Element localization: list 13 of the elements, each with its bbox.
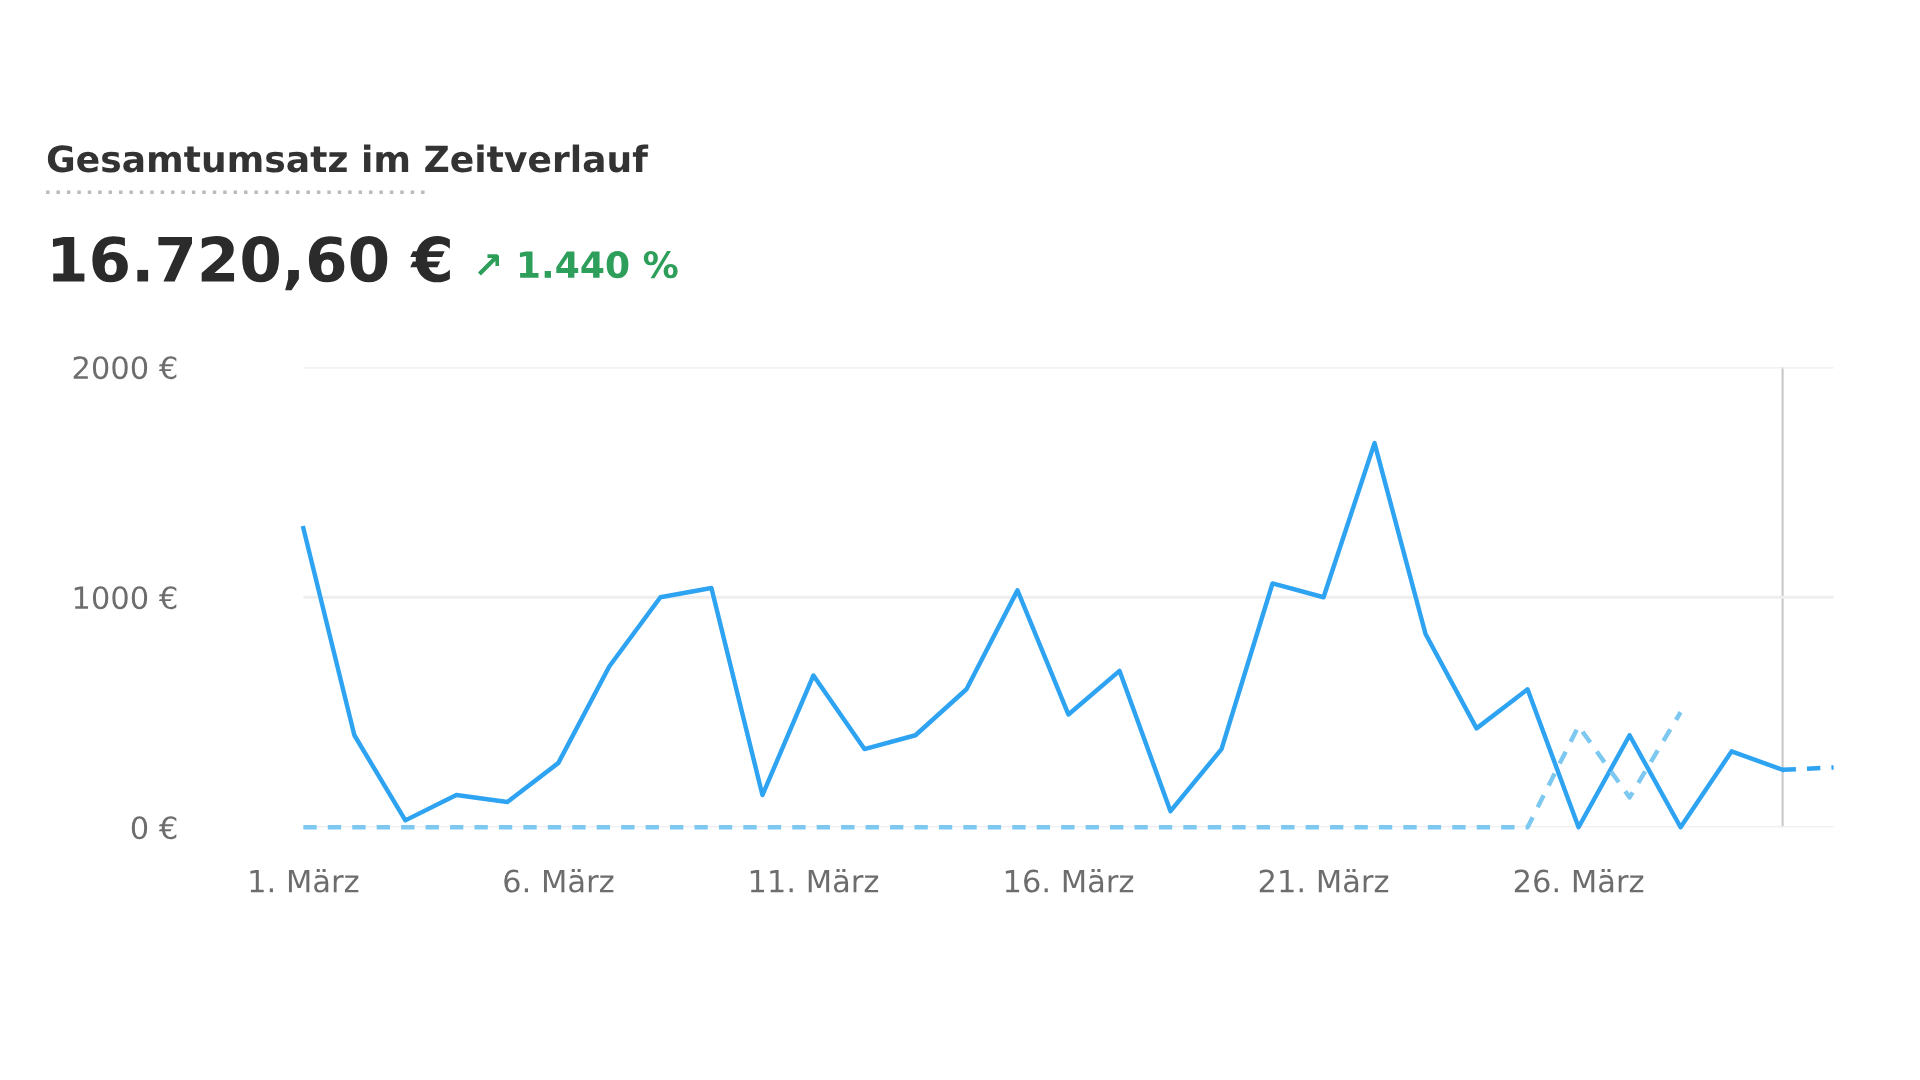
y-tick-label: 0 € [131, 816, 177, 840]
x-tick-label: 6. März [504, 869, 614, 893]
x-tick-label: 1. März [250, 869, 359, 893]
x-tick-label: 16. März [1005, 869, 1134, 893]
y-tick-label: 2000 € [73, 356, 177, 380]
x-tick-label: 11. März [750, 869, 879, 893]
line-series [301, 710, 1683, 830]
y-tick-label: 1000 € [74, 586, 177, 610]
chart-title: Gesamtumsatz im Zeitverlauf [47, 144, 649, 173]
text: ↗ 1.440 % [477, 251, 678, 279]
chart-subtitle: 16.720,60 € [52, 236, 450, 291]
x-tick-label: 21. März [1259, 869, 1389, 893]
x-tick-label: 26. März [1514, 869, 1644, 893]
